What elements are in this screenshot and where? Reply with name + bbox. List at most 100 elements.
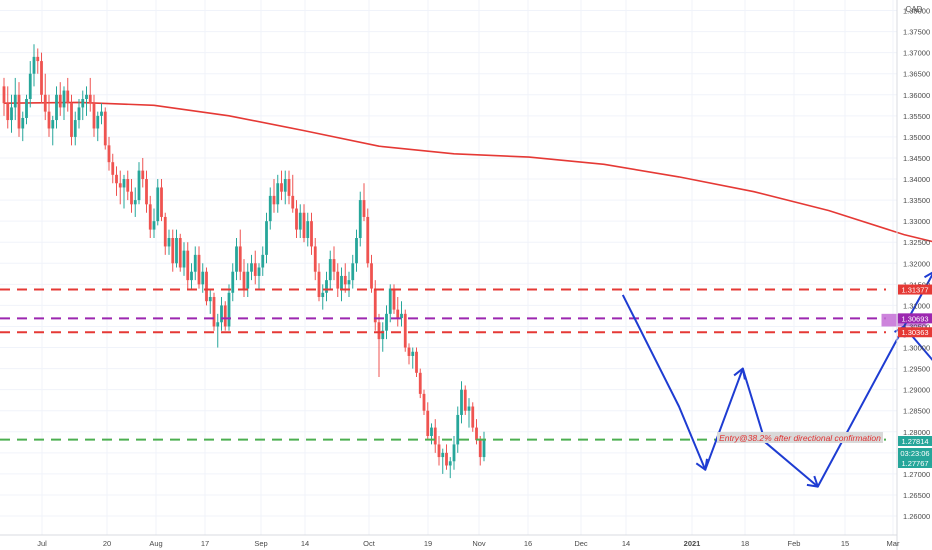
candle	[302, 204, 306, 243]
candle-body	[407, 347, 411, 356]
candle	[362, 183, 366, 222]
candle	[238, 229, 242, 281]
candles	[2, 44, 486, 479]
y-tick-label: 1.28000	[903, 428, 930, 437]
candle-body	[205, 271, 208, 302]
candle-body	[115, 174, 118, 184]
candle	[321, 284, 325, 310]
x-tick-label: 20	[103, 539, 111, 548]
price-axis[interactable]: CAD	[896, 0, 923, 550]
candle	[287, 170, 291, 205]
y-tick-label: 1.35000	[903, 133, 930, 142]
candle	[430, 423, 433, 445]
candle-body	[422, 393, 426, 411]
candle-body	[235, 246, 238, 272]
candle	[325, 271, 328, 302]
candle	[130, 179, 133, 213]
candle	[460, 381, 463, 424]
candle-body	[141, 170, 145, 180]
candle	[55, 86, 58, 129]
candle	[21, 111, 25, 142]
countdown-background	[898, 448, 932, 458]
candle	[160, 179, 163, 222]
annotation[interactable]: Entry@38.2% after directional confirmati…	[717, 432, 883, 443]
candle	[433, 419, 437, 453]
candle-body	[66, 90, 70, 104]
candle	[201, 263, 205, 293]
candle-body	[40, 61, 43, 95]
time-ticks: Jul 20 Aug 17 Sep 14 Oct 19 Nov 16 Dec 14 2021 18 Feb 1…	[37, 539, 900, 548]
candle-body	[10, 107, 13, 121]
candle-body	[321, 292, 325, 297]
y-tick-label: 1.36500	[903, 70, 930, 79]
y-tick-label: 1.38000	[903, 7, 930, 16]
candle-body	[373, 288, 377, 323]
candle-body	[171, 238, 175, 264]
candle-body	[475, 427, 478, 441]
candle	[452, 436, 456, 470]
candle	[351, 254, 355, 289]
candle	[28, 61, 32, 108]
candle	[467, 398, 471, 428]
candle	[231, 263, 235, 302]
candle-body	[358, 200, 362, 239]
candle-body	[317, 271, 321, 297]
candle	[377, 313, 381, 378]
candle-body	[291, 195, 295, 209]
candle-body	[100, 111, 103, 116]
y-tick-label: 1.34500	[903, 154, 930, 163]
y-tick-label: 1.34000	[903, 175, 930, 184]
y-tick-label: 1.29500	[903, 365, 930, 374]
candle	[340, 267, 343, 302]
candle-body	[167, 238, 171, 247]
candle-body	[250, 263, 253, 272]
candle	[313, 238, 317, 281]
x-tick-label: Aug	[149, 539, 162, 548]
candle	[396, 296, 400, 327]
candle-body	[6, 103, 10, 121]
candle-body	[28, 73, 32, 99]
candle	[328, 250, 332, 289]
candle-body	[182, 250, 186, 268]
candle	[178, 233, 182, 272]
candle-body	[130, 191, 133, 205]
candle	[411, 347, 415, 369]
candle	[291, 174, 295, 213]
candle	[216, 313, 220, 348]
price-label-text: 1.27814	[901, 437, 928, 446]
x-tick-label: Feb	[788, 539, 801, 548]
candle	[156, 179, 160, 226]
candle-body	[103, 111, 107, 146]
candle	[223, 301, 227, 331]
candle-body	[175, 238, 178, 264]
candle	[6, 86, 10, 129]
candle	[272, 179, 276, 213]
candle-body	[148, 204, 152, 230]
candle-body	[242, 271, 246, 289]
candle-body	[415, 351, 418, 373]
candle-body	[325, 280, 328, 293]
candle-body	[418, 372, 422, 394]
currency-label: CAD	[906, 5, 923, 14]
candle-body	[280, 183, 283, 192]
candle-body	[197, 254, 201, 285]
candle-body	[377, 322, 381, 340]
y-tick-label: 1.37000	[903, 49, 930, 58]
price-label-text: 1.30363	[901, 328, 928, 337]
candle	[36, 48, 40, 74]
candle	[51, 115, 55, 146]
candle-body	[366, 216, 370, 264]
candle	[115, 166, 118, 196]
candle	[227, 284, 231, 331]
candle-body	[381, 330, 385, 340]
candle-body	[212, 296, 216, 327]
candle-body	[456, 414, 460, 445]
candle	[81, 90, 85, 121]
candle	[347, 271, 351, 297]
candle	[193, 246, 197, 281]
candle-body	[355, 238, 358, 264]
candle-body	[347, 280, 351, 285]
candle-body	[223, 305, 227, 327]
candle	[246, 263, 250, 297]
